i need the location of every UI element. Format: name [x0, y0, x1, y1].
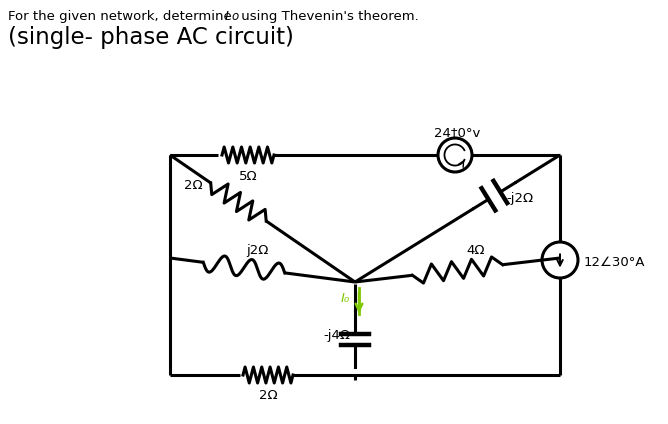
Text: using Thevenin's theorem.: using Thevenin's theorem. [237, 10, 419, 23]
Text: 5Ω: 5Ω [238, 170, 257, 183]
Text: (single- phase AC circuit): (single- phase AC circuit) [8, 26, 294, 49]
Text: 2Ω: 2Ω [259, 389, 277, 402]
Text: For the given network, determine: For the given network, determine [8, 10, 236, 23]
Text: j2Ω: j2Ω [246, 243, 269, 257]
Text: 4Ω: 4Ω [466, 244, 485, 257]
Text: o: o [231, 10, 238, 23]
Text: I: I [225, 10, 229, 23]
Text: 12∠30°A: 12∠30°A [584, 256, 645, 268]
Text: 24†0°v: 24†0°v [434, 126, 480, 139]
Text: 2Ω: 2Ω [184, 179, 203, 192]
Text: -j4Ω: -j4Ω [323, 329, 350, 343]
Text: -j2Ω: -j2Ω [506, 192, 534, 205]
Text: I₀: I₀ [341, 293, 349, 306]
